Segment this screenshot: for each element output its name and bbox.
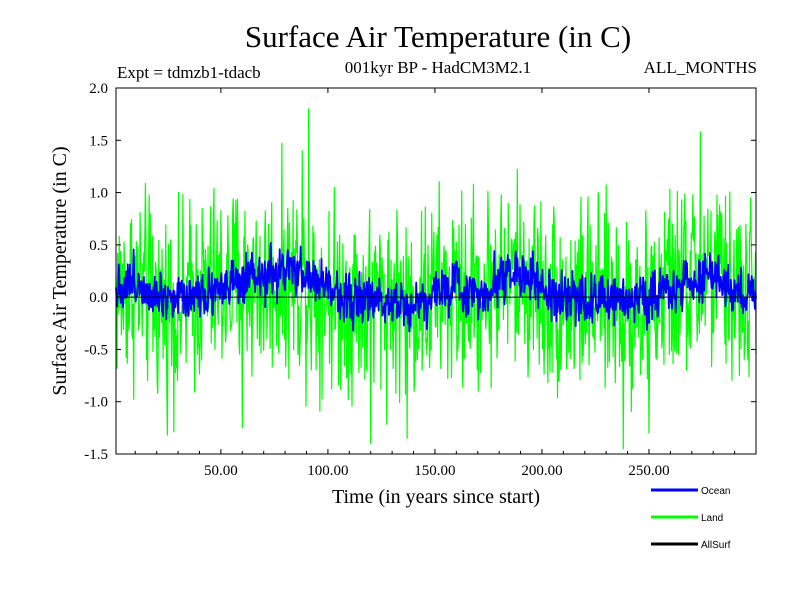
chart-subtitle: 001kyr BP - HadCM3M2.1 [345,58,531,77]
y-axis: -1.5 -1.0 -0.5 0.0 0.5 1.0 1.5 2.0 [84,81,756,463]
y-tick-label: 2.0 [89,81,108,97]
x-tick-label: 200.00 [521,463,562,479]
legend-label-land: Land [701,513,723,524]
series-layer [115,108,757,450]
y-axis-label: Surface Air Temperature (in C) [49,146,71,395]
series-line-ocean [115,241,757,333]
plot-frame [115,87,757,455]
y-tick-label: 0.0 [89,290,108,306]
legend-label-allsurf: AllSurf [701,540,731,551]
series-line-land [115,108,757,450]
y-tick-label: 1.5 [89,133,108,149]
experiment-label: Expt = tdmzb1-tdacb [117,63,261,82]
x-tick-label: 50.00 [204,463,238,479]
x-tick-label: 100.00 [307,463,348,479]
months-label: ALL_MONTHS [644,58,757,77]
x-axis-label: Time (in years since start) [332,486,540,508]
x-tick-label: 150.00 [414,463,455,479]
y-tick-label: 1.0 [89,186,108,202]
y-tick-label: -1.5 [84,447,108,463]
y-tick-label: -1.0 [84,395,108,411]
legend-label-ocean: Ocean [701,486,730,497]
legend: Ocean Land AllSurf [651,486,731,551]
y-tick-label: 0.5 [89,238,108,254]
x-tick-label: 250.00 [628,463,669,479]
chart-title: Surface Air Temperature (in C) [245,19,631,54]
y-tick-label: -0.5 [84,342,108,358]
x-axis: 50.00 100.00 150.00 200.00 250.00 [134,88,736,479]
